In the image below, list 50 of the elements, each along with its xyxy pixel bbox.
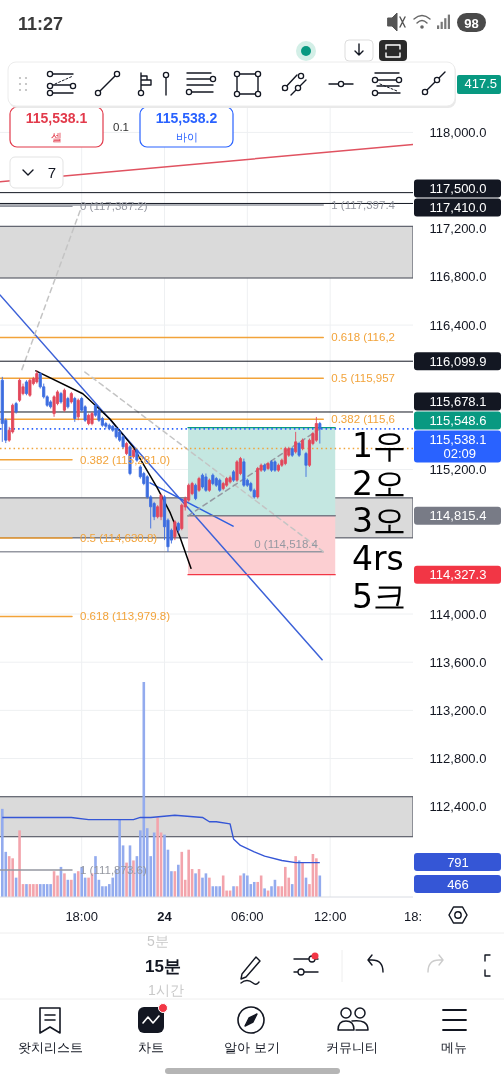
annotation: 0.1 [113,121,129,133]
ref-line-label: 115,678.1 [429,393,487,409]
text: 알아 보기 [224,1041,280,1055]
text: 98 [464,15,479,31]
text: 커뮤니티 [326,1041,378,1055]
text: 466 [447,876,469,892]
annotation: 0 (114,518.4 [254,537,319,550]
y-tick-label: 114,000.0 [429,606,487,622]
text: 차트 [138,1041,164,1055]
x-tick-label: 24 [157,909,173,924]
annotation: 0.618 (113,979.8) [80,610,171,623]
text: 메뉴 [441,1041,467,1055]
annotation: 셀 [51,131,62,143]
annotation: 2오 [352,463,406,503]
text: 115,548.6 [429,412,487,428]
annotation: 115,538.2 [155,110,218,126]
text: 왓치리스트 [17,1041,83,1055]
y-tick-label: 115,200.0 [429,462,487,478]
annotation: 0.382 (115,6 [331,413,395,426]
y-tick-label: 112,400.0 [429,799,487,815]
annotation: 0.5 (115,957 [331,372,395,385]
x-tick-label: 12:00 [313,909,347,924]
text: 791 [447,854,469,870]
annotation: 0.618 (116,2 [331,331,395,344]
ref-line-label: 115,538.1 02:09 [429,431,487,461]
text: 417.5 [464,76,497,91]
y-tick-label: 113,600.0 [429,654,487,670]
y-tick-label: 118,000.0 [429,124,487,140]
text: 11:27 [18,14,64,34]
x-tick-label: 18:00 [65,909,98,924]
y-tick-label: 116,400.0 [429,317,487,333]
text: 15분 [145,957,181,976]
x-tick-label: 18: [403,909,423,924]
y-tick-label: 117,200.0 [429,221,487,237]
annotation: 4rs [352,539,404,579]
x-tick-label: 06:00 [231,909,264,924]
annotation: 5크 [352,576,406,616]
text: 114,327.3 [429,567,487,583]
y-tick-label: 113,200.0 [429,702,487,718]
y-tick-label: 116,800.0 [429,269,487,285]
annotation: 7 [47,164,57,181]
annotation: 1우 [352,426,406,465]
annotation: 3오 [352,501,406,541]
y-tick-label: 112,800.0 [429,751,487,767]
annotation: 바이 [175,131,198,143]
ref-line-label: 116,099.9 [429,353,487,369]
ref-line-label: 117,500.0 [429,181,487,197]
annotation: 115,538.1 [25,110,88,126]
text: 114,815.4 [429,508,487,524]
ref-line-label: 117,410.0 [429,200,487,216]
